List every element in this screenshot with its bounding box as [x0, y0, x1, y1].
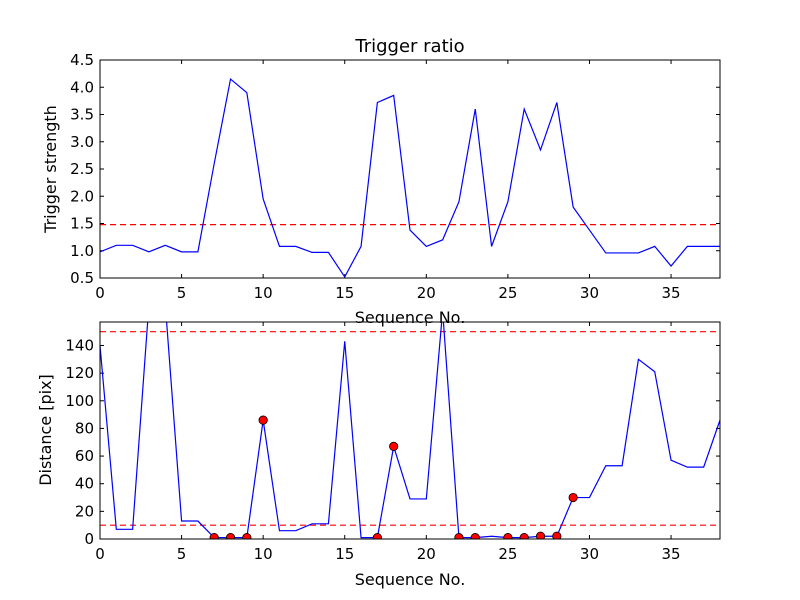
- y-tick-label: 120: [65, 364, 94, 382]
- top-plot-area: [100, 77, 720, 278]
- data-point-marker: [568, 492, 578, 503]
- data-point-marker: [454, 533, 464, 539]
- y-tick-label: 2.0: [70, 187, 94, 205]
- data-point-marker: [552, 531, 562, 539]
- x-tick-label: 30: [580, 284, 599, 302]
- x-tick-label: 10: [254, 284, 273, 302]
- data-point-marker: [470, 533, 480, 539]
- y-tick-label: 60: [75, 447, 94, 465]
- y-tick-label: 3.5: [70, 106, 94, 124]
- x-tick-label: 30: [580, 545, 599, 563]
- top-axes-frame: [99, 59, 721, 279]
- data-point-marker: [258, 415, 268, 425]
- data-point-marker: [389, 441, 399, 451]
- chart-bottom: 0 5 10 15 20 25 30 35 0 20 40 60 80 100 120 140 Sequenc…: [36, 321, 721, 589]
- y-tick-label: 2.5: [70, 160, 94, 178]
- x-tick-label: 0: [95, 284, 105, 302]
- series-line: [100, 322, 720, 539]
- y-tick-label: 100: [65, 392, 94, 410]
- x-tick-label: 25: [498, 545, 517, 563]
- y-tick-label: 0: [84, 530, 94, 548]
- bottom-axes-frame: [99, 321, 721, 540]
- y-tick-label: 20: [75, 502, 94, 520]
- x-tick-label: 5: [177, 545, 187, 563]
- y-tick-label: 4.5: [70, 51, 94, 69]
- x-tick-label: 35: [662, 284, 681, 302]
- chart-title: Trigger ratio: [354, 36, 464, 57]
- bottom-ylabel: Distance [pix]: [36, 374, 55, 486]
- series-line: [100, 77, 720, 278]
- y-tick-label: 1.0: [70, 242, 94, 260]
- data-point-marker: [372, 533, 382, 539]
- x-tick-label: 20: [417, 284, 436, 302]
- data-point-marker: [242, 533, 252, 539]
- y-tick-label: 4.0: [70, 78, 94, 96]
- data-point-marker: [535, 531, 546, 539]
- x-tick-label: 0: [95, 545, 105, 563]
- x-tick-label: 20: [417, 545, 436, 563]
- top-ticks: 0 5 10 15 20 25 30 35 0.5 1.0 1.5 2.0 2.5 3.0 3.5 4.0 4.…: [70, 51, 720, 302]
- y-tick-label: 1.5: [70, 215, 94, 233]
- top-xlabel: Sequence No.: [355, 308, 466, 327]
- y-tick-label: 40: [75, 475, 94, 493]
- data-point-marker: [209, 533, 219, 539]
- y-tick-label: 80: [75, 419, 94, 437]
- x-tick-label: 25: [498, 284, 517, 302]
- bottom-xlabel: Sequence No.: [355, 570, 466, 589]
- y-tick-label: 0.5: [70, 269, 94, 287]
- chart-top: Trigger ratio 0 5 10 15 20 25 30 35 0.5 1.0 1.5 2.0…: [41, 36, 721, 327]
- x-tick-label: 15: [335, 545, 354, 563]
- bottom-plot-area: [100, 322, 720, 539]
- bottom-ticks: 0 5 10 15 20 25 30 35 0 20 40 60 80 100 120 140: [65, 322, 720, 563]
- top-ylabel: Trigger strength: [41, 105, 60, 234]
- data-point-marker: [225, 533, 236, 539]
- x-tick-label: 35: [662, 545, 681, 563]
- y-tick-label: 140: [65, 336, 94, 354]
- x-tick-label: 10: [254, 545, 273, 563]
- x-tick-label: 5: [177, 284, 187, 302]
- x-tick-label: 15: [335, 284, 354, 302]
- data-point-marker: [503, 533, 513, 539]
- data-point-marker: [519, 533, 529, 539]
- y-tick-label: 3.0: [70, 133, 94, 151]
